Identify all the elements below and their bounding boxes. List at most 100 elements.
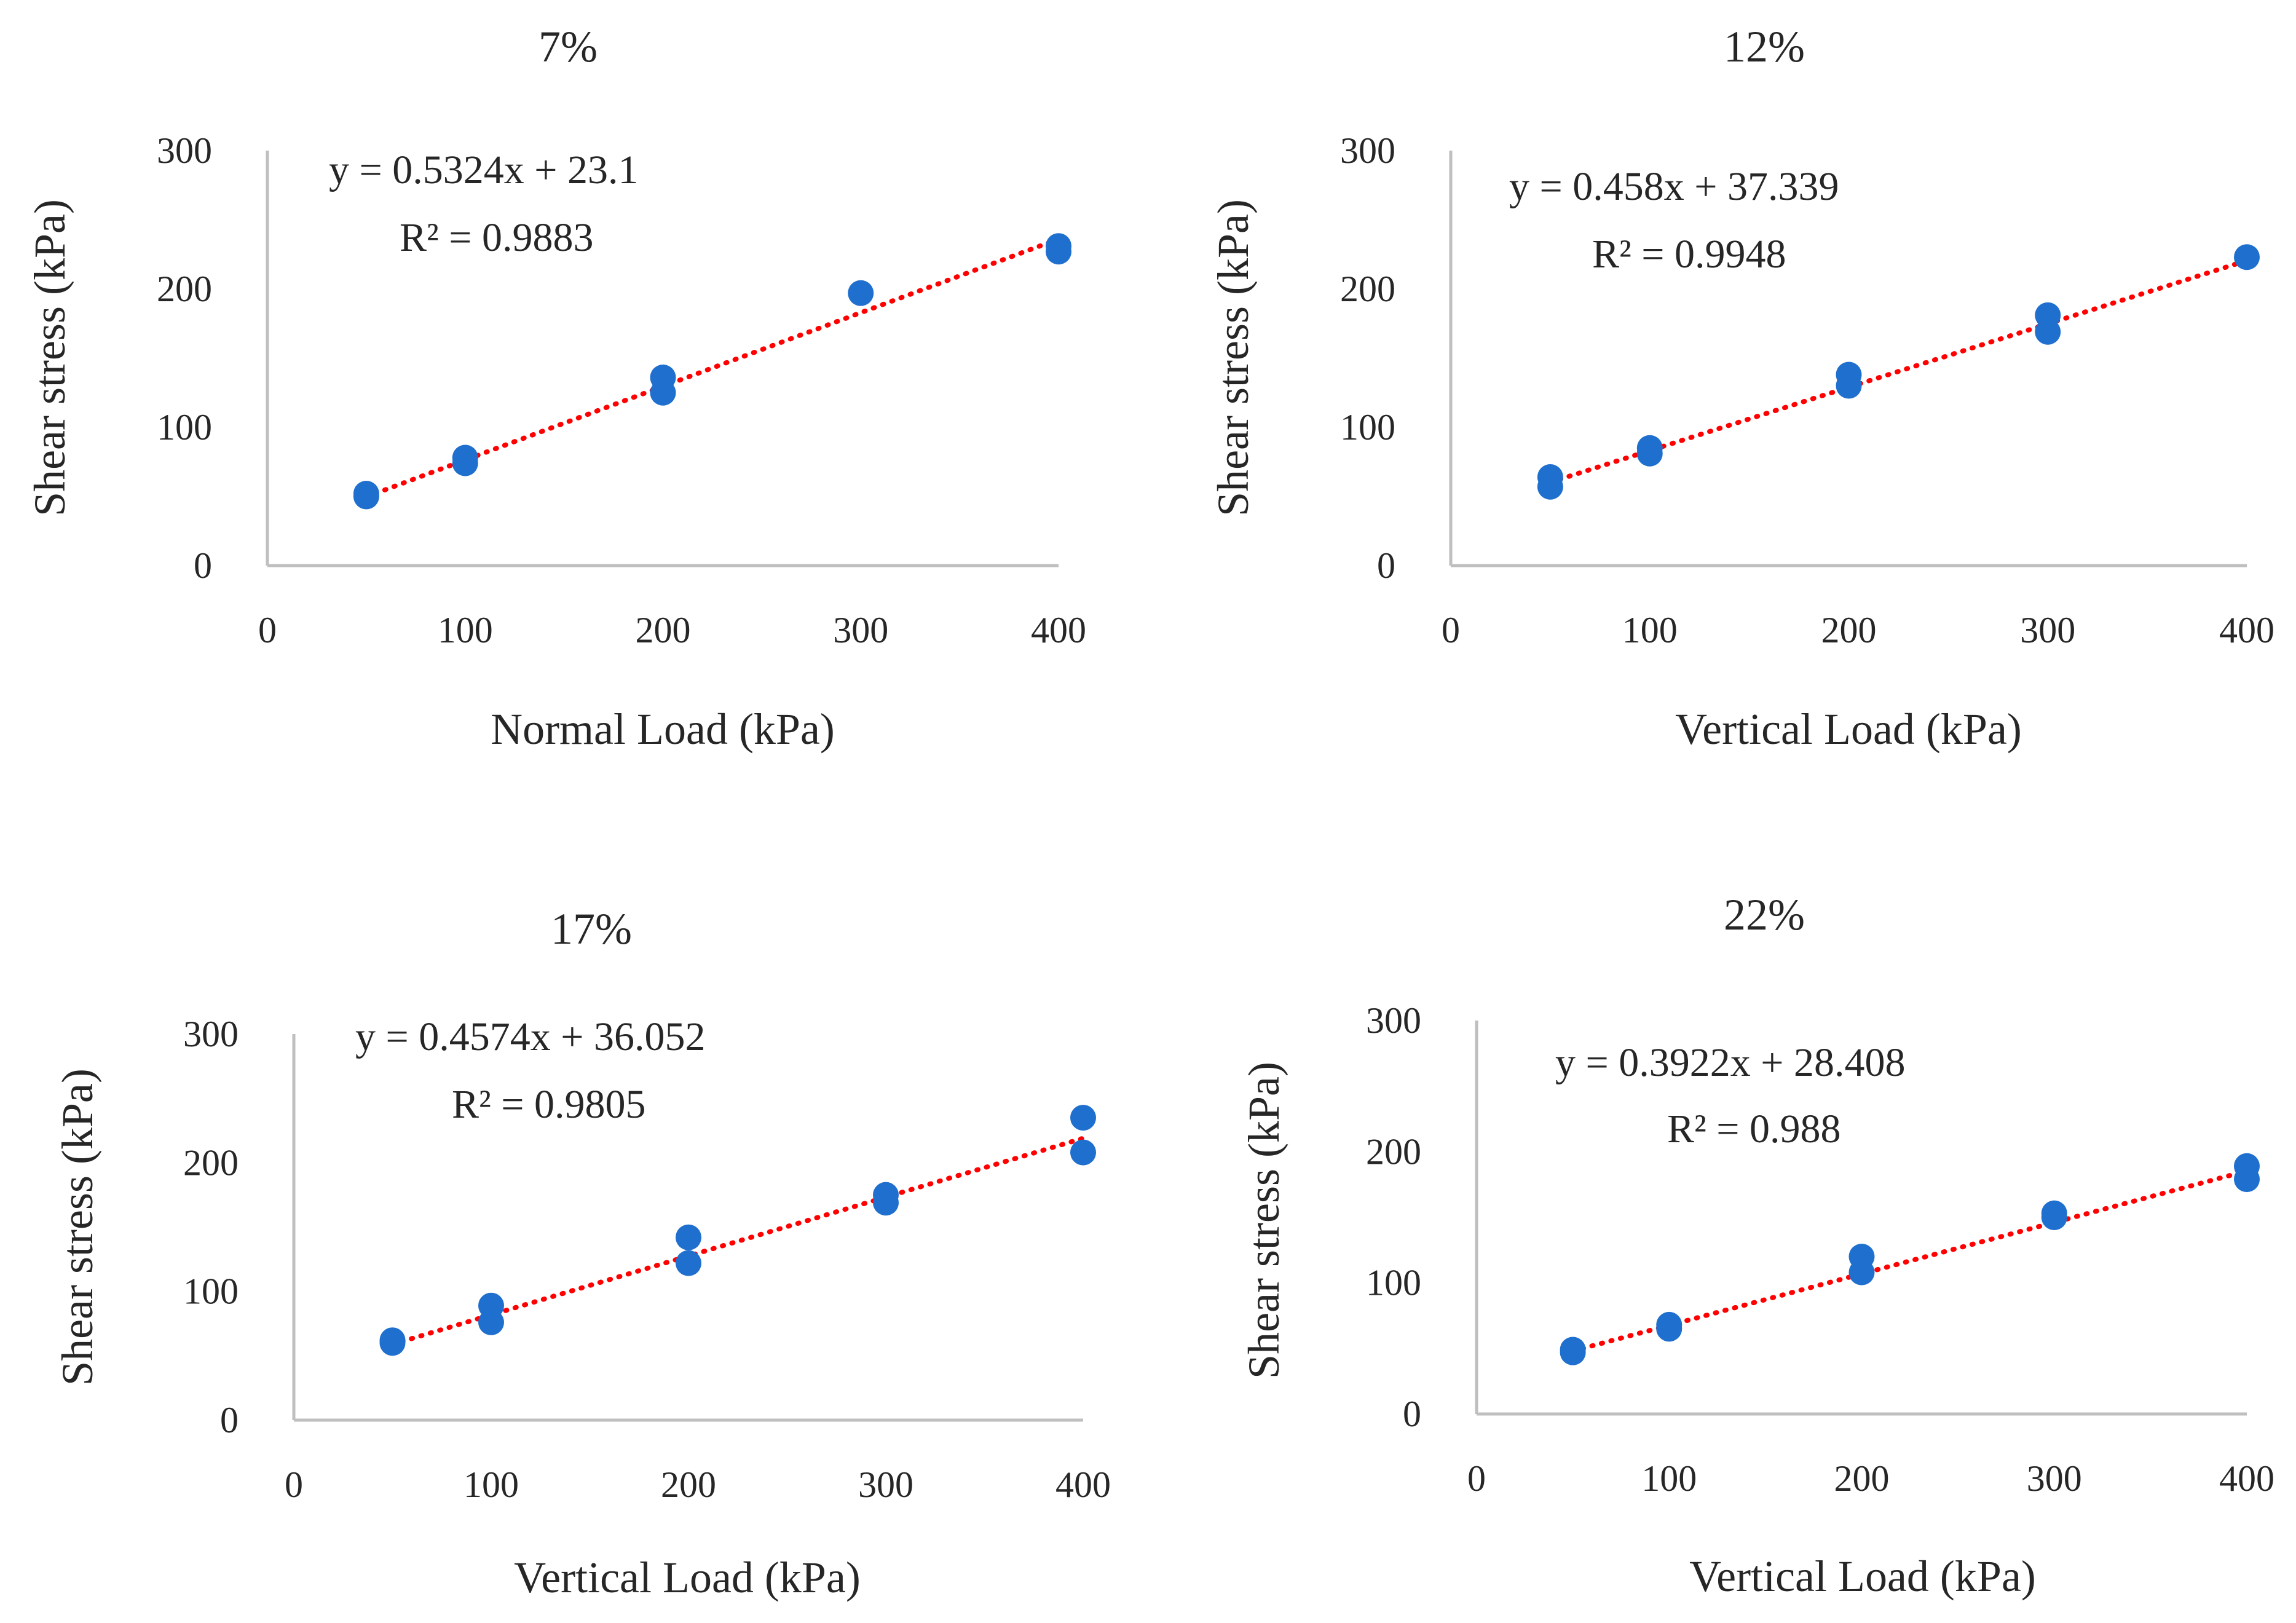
data-point: [1560, 1337, 1586, 1363]
trendline-group: [1570, 1168, 2249, 1354]
data-point: [353, 481, 379, 507]
data-points: [353, 233, 1071, 510]
trendline: [1570, 1168, 2249, 1354]
y-tick-label: 300: [183, 1014, 239, 1054]
x-tick-label: 200: [1834, 1458, 1890, 1499]
data-point: [452, 444, 478, 471]
trendline-equation: y = 0.5324x + 23.1: [329, 148, 638, 192]
r-squared-label: R² = 0.9883: [400, 215, 594, 260]
data-point: [676, 1250, 701, 1276]
data-point: [1848, 1244, 1875, 1270]
x-tick-label: 100: [1641, 1458, 1697, 1499]
y-tick-label: 300: [1366, 1000, 1421, 1041]
y-tick-label: 0: [1377, 545, 1395, 586]
y-tick-label: 100: [157, 407, 212, 448]
x-tick-label: 0: [1467, 1458, 1486, 1499]
x-tick-label: 100: [438, 610, 493, 650]
y-axis-label: Shear stress (kPa): [53, 1068, 102, 1386]
x-axis-label: Vertical Load (kPa): [1689, 1552, 2036, 1601]
data-point: [2234, 244, 2260, 270]
y-tick-label: 300: [157, 130, 212, 171]
x-tick-labels: 0 100 200 300 400: [258, 610, 1086, 650]
y-axis-label: Shear stress (kPa): [1209, 199, 1258, 516]
trendline-group: [1547, 258, 2249, 485]
chart-panel-22-percent: 22% 0 100 200 300 0 100 200 300 400 Shear stres…: [1239, 890, 2274, 1601]
x-tick-labels: 0 100 200 300 400: [1442, 610, 2274, 650]
x-tick-label: 200: [661, 1464, 716, 1505]
x-axis-label: Vertical Load (kPa): [514, 1553, 861, 1602]
data-point: [1836, 361, 1862, 388]
x-tick-label: 200: [1821, 610, 1877, 650]
x-tick-labels: 0 100 200 300 400: [285, 1464, 1111, 1505]
r-squared-label: R² = 0.9805: [452, 1082, 646, 1127]
data-point: [379, 1327, 406, 1354]
data-points: [1560, 1153, 2260, 1365]
y-tick-labels: 0 100 200 300: [157, 130, 212, 586]
r-squared-label: R² = 0.988: [1667, 1107, 1841, 1151]
y-axis-label: Shear stress (kPa): [1239, 1062, 1288, 1379]
chart-title: 7%: [538, 22, 598, 71]
x-tick-label: 0: [1442, 610, 1460, 650]
data-points: [1537, 244, 2260, 500]
y-tick-label: 200: [1366, 1131, 1421, 1172]
x-tick-label: 400: [2219, 1458, 2274, 1499]
chart-panel-17-percent: 17% 0 100 200 300 0 100 200 300 400 Shear stres…: [53, 904, 1111, 1602]
x-tick-label: 100: [464, 1464, 519, 1505]
data-point: [650, 365, 676, 390]
data-point: [1046, 233, 1071, 259]
x-tick-label: 300: [858, 1464, 913, 1505]
trendline-equation: y = 0.3922x + 28.408: [1555, 1040, 1905, 1085]
data-point: [2041, 1200, 2067, 1226]
trendline: [390, 1135, 1086, 1347]
data-point: [2035, 302, 2061, 328]
chart-panel-7-percent: 7% 0 100 200 300 0 100 200 300 400 Shear stress…: [25, 22, 1086, 754]
data-point: [1656, 1311, 1683, 1338]
r-squared-label: R² = 0.9948: [1592, 232, 1786, 277]
y-tick-label: 100: [183, 1271, 239, 1312]
trendline-equation: y = 0.458x + 37.339: [1509, 164, 1839, 209]
data-point: [478, 1292, 504, 1319]
y-tick-label: 0: [194, 545, 212, 586]
y-tick-label: 100: [1366, 1263, 1421, 1303]
y-tick-label: 300: [1340, 130, 1395, 171]
data-point: [1070, 1139, 1096, 1166]
x-tick-label: 0: [285, 1464, 303, 1505]
data-point: [2234, 1153, 2260, 1179]
y-tick-label: 200: [1340, 269, 1395, 309]
trendline-group: [390, 1135, 1086, 1347]
data-points: [379, 1105, 1096, 1356]
y-tick-label: 100: [1340, 407, 1395, 448]
x-tick-label: 300: [2020, 610, 2075, 650]
x-tick-label: 400: [2219, 610, 2274, 650]
x-axis-label: Vertical Load (kPa): [1675, 705, 2022, 754]
y-tick-labels: 0 100 200 300: [1366, 1000, 1421, 1434]
data-point: [1537, 464, 1563, 490]
chart-title: 17%: [551, 904, 632, 954]
trendline: [1547, 258, 2249, 485]
x-tick-label: 300: [833, 610, 888, 650]
y-tick-label: 0: [1403, 1394, 1421, 1434]
data-point: [676, 1224, 701, 1250]
x-tick-label: 0: [258, 610, 277, 650]
data-point: [873, 1182, 899, 1208]
x-tick-label: 400: [1055, 1464, 1111, 1505]
y-tick-label: 200: [157, 269, 212, 309]
y-tick-label: 0: [220, 1400, 239, 1440]
x-tick-label: 200: [636, 610, 691, 650]
data-point: [1070, 1105, 1096, 1131]
chart-title: 12%: [1724, 22, 1805, 71]
trendline-equation: y = 0.4574x + 36.052: [355, 1014, 705, 1059]
y-axis-label: Shear stress (kPa): [25, 199, 74, 516]
data-point: [1636, 435, 1663, 461]
y-tick-labels: 0 100 200 300: [1340, 130, 1395, 586]
y-tick-label: 200: [183, 1142, 239, 1183]
x-axis-label: Normal Load (kPa): [491, 705, 835, 754]
data-point: [848, 280, 874, 306]
chart-title: 22%: [1724, 890, 1805, 939]
y-tick-labels: 0 100 200 300: [183, 1014, 239, 1440]
x-tick-labels: 0 100 200 300 400: [1467, 1458, 2274, 1499]
x-tick-label: 100: [1622, 610, 1678, 650]
x-tick-label: 300: [2027, 1458, 2082, 1499]
chart-panel-12-percent: 12% 0 100 200 300 0 100 200 300 400 Shear stres…: [1209, 22, 2274, 754]
